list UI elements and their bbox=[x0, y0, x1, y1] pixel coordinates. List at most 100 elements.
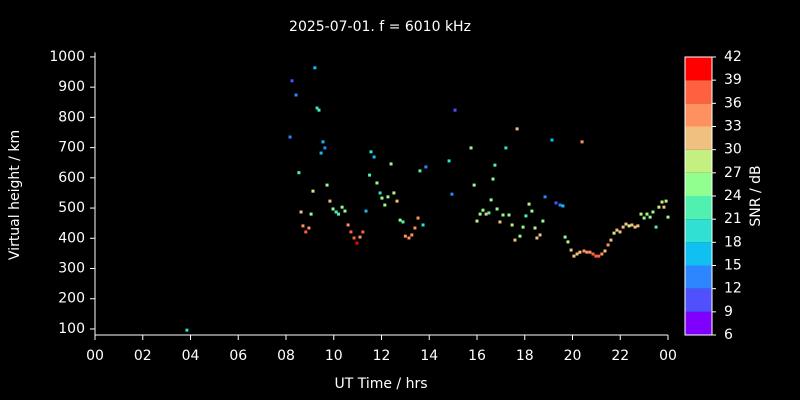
point bbox=[185, 328, 189, 332]
point bbox=[621, 225, 625, 229]
y-tick-label: 900 bbox=[58, 79, 85, 95]
point bbox=[369, 150, 373, 154]
point bbox=[407, 236, 411, 240]
point bbox=[504, 146, 508, 150]
point bbox=[660, 200, 664, 204]
point bbox=[609, 238, 613, 242]
colorbar-tick-label: 21 bbox=[724, 211, 742, 227]
point bbox=[297, 171, 301, 175]
y-tick-label: 800 bbox=[58, 109, 85, 125]
point bbox=[666, 215, 670, 219]
point bbox=[337, 212, 341, 216]
x-tick-label: 02 bbox=[134, 348, 152, 364]
x-tick-label: 18 bbox=[516, 348, 534, 364]
point bbox=[662, 205, 666, 209]
point bbox=[328, 199, 332, 203]
point bbox=[299, 210, 303, 214]
y-tick-label: 1000 bbox=[49, 49, 85, 65]
point bbox=[410, 233, 414, 237]
x-tick-label: 00 bbox=[659, 348, 677, 364]
point bbox=[340, 205, 344, 209]
colorbar-segment bbox=[685, 57, 712, 81]
y-tick-label: 300 bbox=[58, 261, 85, 277]
point bbox=[575, 252, 579, 256]
point bbox=[301, 224, 305, 228]
colorbar-segment bbox=[685, 265, 712, 289]
point bbox=[630, 223, 634, 227]
colorbar-tick-label: 12 bbox=[724, 281, 742, 297]
point bbox=[535, 236, 539, 240]
point bbox=[358, 235, 362, 239]
point bbox=[642, 216, 646, 220]
point bbox=[550, 138, 554, 142]
point bbox=[484, 212, 488, 216]
point bbox=[346, 223, 350, 227]
colorbar-segment bbox=[685, 219, 712, 243]
point bbox=[498, 220, 502, 224]
point bbox=[311, 189, 315, 193]
point bbox=[491, 177, 495, 181]
point bbox=[578, 250, 582, 254]
point bbox=[290, 79, 294, 83]
x-tick-label: 10 bbox=[325, 348, 343, 364]
point bbox=[645, 212, 649, 216]
colorbar-segment bbox=[685, 149, 712, 173]
colorbar-tick-label: 9 bbox=[724, 304, 733, 320]
colorbar-label: SNR / dB bbox=[748, 165, 764, 226]
point bbox=[368, 173, 372, 177]
y-tick-label: 200 bbox=[58, 291, 85, 307]
point bbox=[521, 225, 525, 229]
point bbox=[319, 151, 323, 155]
point bbox=[558, 203, 562, 207]
point bbox=[493, 163, 497, 167]
point bbox=[398, 218, 402, 222]
point bbox=[515, 127, 519, 131]
x-axis-label: UT Time / hrs bbox=[334, 376, 427, 392]
point bbox=[572, 254, 576, 258]
x-tick-label: 00 bbox=[86, 348, 104, 364]
colorbar-segment bbox=[685, 311, 712, 335]
point bbox=[472, 183, 476, 187]
point bbox=[317, 108, 321, 112]
point bbox=[294, 93, 298, 97]
x-tick-label: 20 bbox=[564, 348, 582, 364]
point bbox=[513, 238, 517, 242]
colorbar-tick-label: 27 bbox=[724, 165, 742, 181]
point bbox=[654, 225, 658, 229]
point bbox=[580, 140, 584, 144]
x-tick-label: 06 bbox=[229, 348, 247, 364]
point bbox=[323, 146, 327, 150]
point bbox=[489, 198, 493, 202]
colorbar-tick-label: 33 bbox=[724, 119, 742, 135]
colorbar-tick-label: 42 bbox=[724, 49, 742, 65]
point bbox=[372, 155, 376, 159]
point bbox=[600, 252, 604, 256]
point bbox=[325, 183, 329, 187]
y-axis-label: Virtual height / km bbox=[7, 130, 23, 260]
point bbox=[424, 165, 428, 169]
point bbox=[395, 199, 399, 203]
point bbox=[615, 228, 619, 232]
colorbar-tick-label: 36 bbox=[724, 95, 742, 111]
point bbox=[603, 249, 607, 253]
point bbox=[418, 169, 422, 173]
point bbox=[633, 225, 637, 229]
colorbar-segment bbox=[685, 196, 712, 220]
y-tick-label: 700 bbox=[58, 140, 85, 156]
point bbox=[582, 249, 586, 253]
point bbox=[538, 233, 542, 237]
y-tick-label: 400 bbox=[58, 230, 85, 246]
point bbox=[383, 203, 387, 207]
colorbar-segment bbox=[685, 103, 712, 127]
point bbox=[664, 199, 668, 203]
point bbox=[566, 240, 570, 244]
point bbox=[413, 226, 417, 230]
point bbox=[392, 191, 396, 195]
point bbox=[501, 213, 505, 217]
point bbox=[469, 146, 473, 150]
point bbox=[639, 212, 643, 216]
point bbox=[421, 223, 425, 227]
colorbar-segment bbox=[685, 172, 712, 196]
